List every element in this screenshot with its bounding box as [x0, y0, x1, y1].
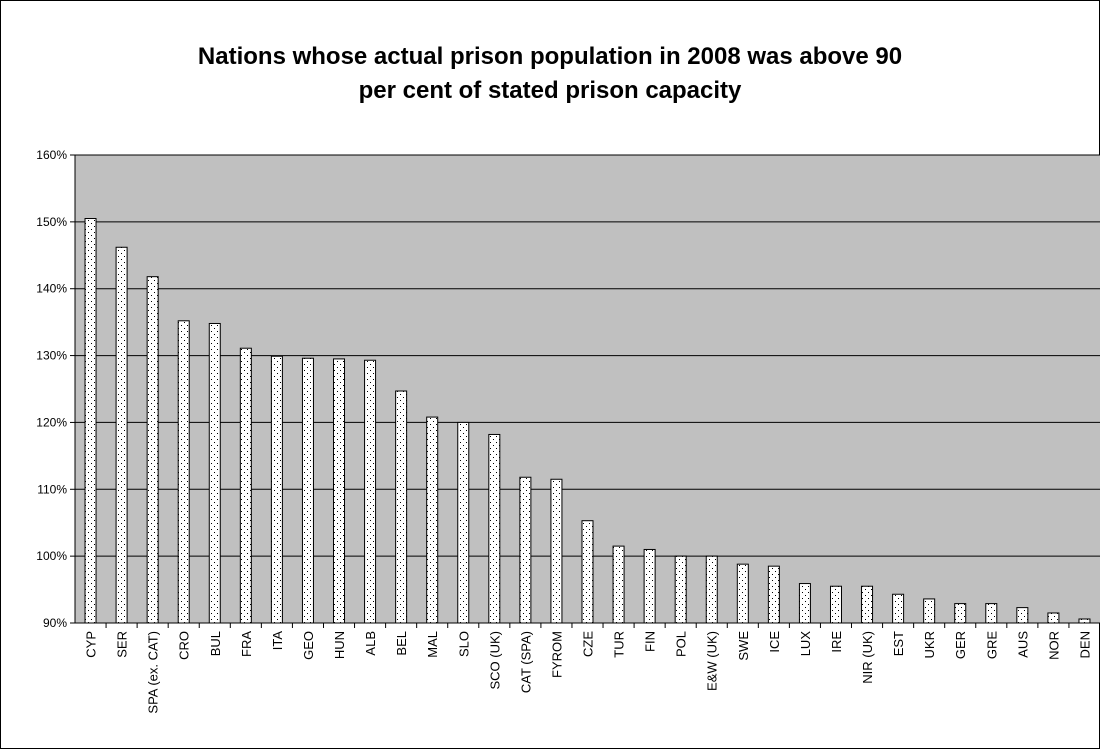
- x-tick-label: GRE: [984, 631, 999, 660]
- x-tick-label: ICE: [767, 631, 782, 653]
- x-tick-label: GER: [953, 631, 968, 659]
- x-tick-label: CZE: [581, 631, 596, 657]
- x-tick-label: ALB: [363, 631, 378, 656]
- y-tick-label: 130%: [36, 349, 67, 363]
- x-tick-label: ITA: [270, 631, 285, 651]
- bar: [84, 218, 97, 624]
- y-tick-label: 120%: [36, 415, 67, 429]
- x-tick-label: POL: [674, 631, 689, 657]
- bar: [1078, 618, 1091, 624]
- x-tick-label: HUN: [332, 631, 347, 659]
- x-tick-label: BEL: [394, 631, 409, 656]
- bar: [612, 545, 625, 624]
- x-tick-label: MAL: [425, 631, 440, 658]
- y-tick-label: 90%: [43, 616, 67, 630]
- x-tick-label: E&W (UK): [705, 631, 720, 691]
- x-tick-label: CRO: [177, 631, 192, 660]
- x-tick-label: AUS: [1015, 631, 1030, 658]
- x-tick-label: IRE: [829, 631, 844, 653]
- bar: [239, 347, 252, 624]
- bar: [829, 585, 842, 624]
- y-tick-label: 150%: [36, 215, 67, 229]
- bar: [488, 433, 501, 624]
- bar: [395, 390, 408, 624]
- bar: [208, 322, 221, 624]
- x-tick-label: CAT (SPA): [518, 631, 533, 693]
- x-tick-label: SPA (ex. CAT): [146, 631, 161, 714]
- x-tick-label: FRA: [239, 631, 254, 657]
- bar: [364, 359, 377, 624]
- y-tick-label: 140%: [36, 282, 67, 296]
- x-tick-label: EST: [891, 631, 906, 656]
- chart-title: Nations whose actual prison population i…: [197, 43, 903, 104]
- x-axis-category-labels: CYP SER SPA (ex. CAT) CRO BUL FRA ITA GEO HUN ALB…: [84, 631, 1093, 714]
- bar: [301, 357, 314, 624]
- x-tick-label: GEO: [301, 631, 316, 660]
- bar: [954, 603, 967, 624]
- bar: [550, 478, 563, 624]
- y-tick-label: 160%: [36, 148, 67, 162]
- x-tick-label: SER: [115, 631, 130, 658]
- bar: [519, 476, 532, 624]
- x-tick-label: CYP: [84, 631, 99, 658]
- x-tick-label: SCO (UK): [487, 631, 502, 690]
- x-tick-label: FYROM: [549, 631, 564, 678]
- x-tick-label: TUR: [612, 631, 627, 658]
- x-tick-label: SLO: [456, 631, 471, 657]
- x-tick-label: NOR: [1046, 631, 1061, 660]
- y-axis-tick-labels: 90% 100% 110% 120% 130% 140% 150% 160%: [36, 148, 67, 630]
- bar: [736, 563, 749, 624]
- bar: [985, 603, 998, 624]
- y-tick-label: 100%: [36, 549, 67, 563]
- x-tick-label: FIN: [643, 631, 658, 652]
- x-tick-label: SWE: [736, 631, 751, 661]
- bar: [115, 246, 128, 624]
- x-tick-label: LUX: [798, 631, 813, 657]
- bar: [177, 320, 190, 624]
- bar: [581, 520, 594, 624]
- bar: [1016, 607, 1029, 624]
- bar: [1047, 612, 1060, 624]
- bar: [270, 355, 283, 624]
- bar: [767, 565, 780, 624]
- x-tick-label: DEN: [1077, 631, 1092, 658]
- y-tick-label: 110%: [37, 482, 67, 496]
- x-tick-label: UKR: [922, 631, 937, 658]
- bar: [146, 276, 159, 624]
- x-tick-label: BUL: [208, 631, 223, 656]
- bar: [426, 416, 439, 624]
- bar: [333, 358, 346, 624]
- bar: [798, 583, 811, 624]
- bar: [923, 598, 936, 624]
- bar: [643, 548, 656, 624]
- bar: [674, 555, 687, 624]
- axes: [70, 154, 1100, 628]
- x-tick-label: NIR (UK): [860, 631, 875, 684]
- bar: [861, 585, 874, 624]
- bar: [705, 555, 718, 624]
- bar: [457, 421, 470, 624]
- bar: [892, 593, 905, 624]
